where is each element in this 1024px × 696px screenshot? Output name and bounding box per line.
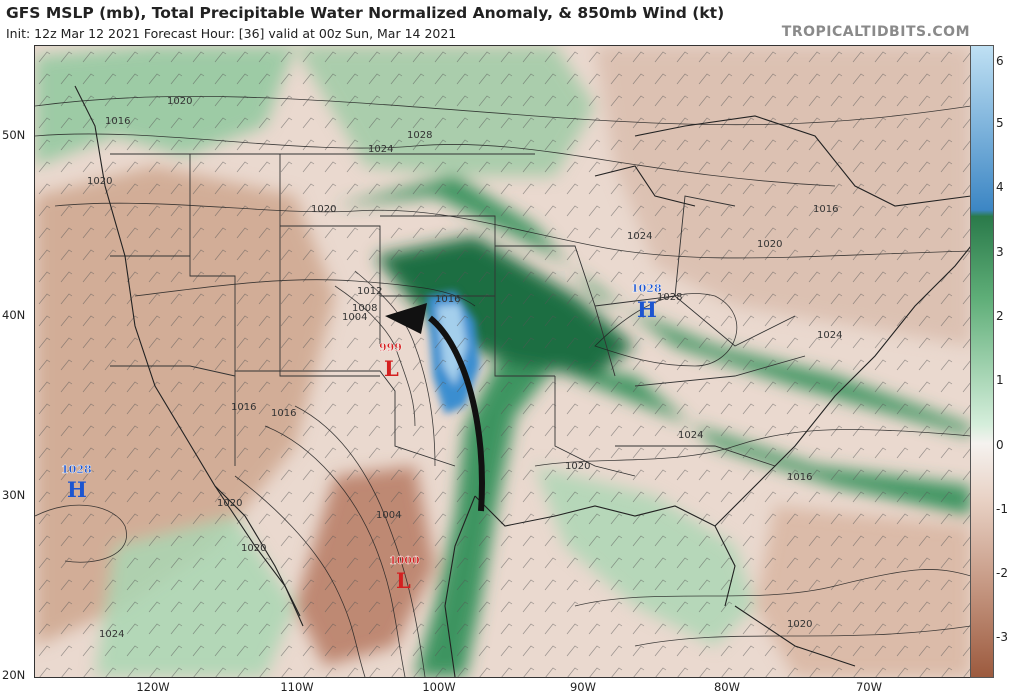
high-center-value: 1028: [631, 282, 662, 295]
isobar-label: 1020: [787, 619, 812, 630]
colorbar-tick: 0: [996, 438, 1004, 452]
isobar-label: 1024: [627, 231, 652, 242]
isobar-label: 1024: [678, 430, 703, 441]
colorbar-tick: -3: [996, 630, 1008, 644]
map-subtitle: Init: 12z Mar 12 2021 Forecast Hour: [36…: [6, 26, 457, 41]
isobar-label: 1016: [435, 294, 460, 305]
weather-map: 1020 1016 1028 1024 1020 1020 1016 1024 …: [34, 45, 972, 678]
isobar-label: 1020: [565, 461, 590, 472]
colorbar-tick: 1: [996, 373, 1004, 387]
low-center-999: 999 L: [379, 341, 402, 381]
lon-label-90w: 90W: [569, 680, 597, 694]
isobar-label: 1020: [757, 239, 782, 250]
colorbar-tick: -1: [996, 502, 1008, 516]
wind-barbs: [35, 46, 971, 677]
high-center-letter: H: [67, 477, 87, 502]
isobar-label: 1020: [241, 543, 266, 554]
isobar-label: 1008: [352, 303, 377, 314]
lon-label-70w: 70W: [855, 680, 883, 694]
moisture-flow-arrowhead: [385, 303, 427, 334]
low-center-1000: 1000 L: [389, 554, 420, 593]
isobar-label: 1012: [357, 286, 382, 297]
lon-label-80w: 80W: [713, 680, 741, 694]
isobar-label: 1024: [99, 629, 124, 640]
moisture-flow-arrow: [428, 315, 485, 512]
isobar-label: 1004: [376, 510, 401, 521]
lat-label-30n: 30N: [2, 488, 26, 502]
isobar-label: 1016: [271, 408, 296, 419]
isobar-label: 1024: [368, 144, 393, 155]
isobar-labels: 1020 1016 1028 1024 1020 1020 1016 1024 …: [87, 96, 842, 640]
map-title: GFS MSLP (mb), Total Precipitable Water …: [6, 4, 725, 22]
low-center-letter: L: [384, 356, 399, 381]
colorbar-tick: -2: [996, 566, 1008, 580]
coastlines: [74, 85, 971, 677]
isobar-label: 1024: [817, 330, 842, 341]
isobar-label: 1028: [657, 292, 682, 303]
pressure-centers: 999 L 1000 L 1028 H 1028 H: [61, 282, 662, 593]
low-center-value: 1000: [389, 554, 420, 567]
anomaly-colorbar: [970, 45, 994, 678]
low-center-letter: L: [396, 568, 411, 593]
colorbar-tick: 5: [996, 116, 1004, 130]
colorbar-tick: 4: [996, 180, 1004, 194]
colorbar-tick: 6: [996, 54, 1004, 68]
weather-map-svg: 1020 1016 1028 1024 1020 1020 1016 1024 …: [35, 46, 971, 677]
lat-label-40n: 40N: [2, 308, 26, 322]
isobar-label: 1020: [167, 96, 192, 107]
lat-label-20n: 20N: [2, 668, 26, 682]
isobar-label: 1016: [231, 402, 256, 413]
low-center-value: 999: [379, 341, 402, 354]
colorbar-tick: 2: [996, 309, 1004, 323]
isobar-label: 1020: [311, 204, 336, 215]
high-center-pacific: 1028 H: [61, 463, 92, 502]
lon-label-110w: 110W: [280, 680, 314, 694]
isobars: [35, 95, 971, 677]
isobar-label: 1016: [787, 472, 812, 483]
isobar-label: 1004: [342, 312, 367, 323]
isobar-label: 1016: [105, 116, 130, 127]
high-center-east: 1028 H: [631, 282, 662, 322]
lon-label-120w: 120W: [136, 680, 170, 694]
isobar-label: 1020: [87, 176, 112, 187]
lat-label-50n: 50N: [2, 128, 26, 142]
isobar-label: 1028: [407, 130, 432, 141]
colorbar-tick: 3: [996, 245, 1004, 259]
site-credit: TROPICALTIDBITS.COM: [781, 24, 970, 40]
high-center-value: 1028: [61, 463, 92, 476]
isobar-label: 1016: [813, 204, 838, 215]
lon-label-100w: 100W: [422, 680, 456, 694]
isobar-label: 1020: [217, 498, 242, 509]
state-borders: [110, 153, 806, 477]
high-center-letter: H: [637, 297, 657, 322]
